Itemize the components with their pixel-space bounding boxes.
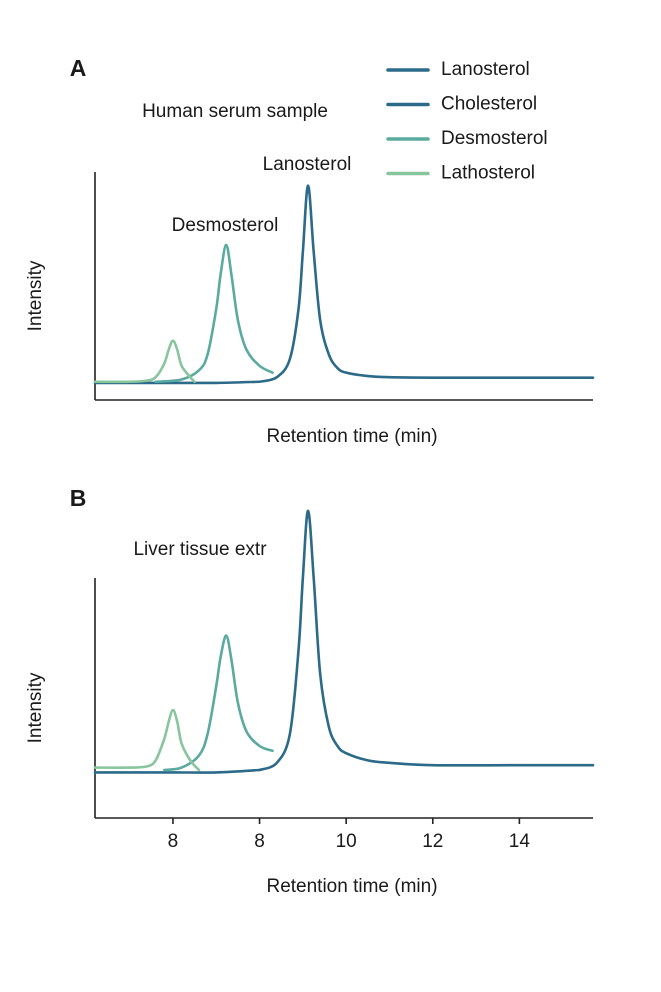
curve: [93, 768, 261, 774]
x-axis-label: Retention time (min): [266, 426, 437, 447]
curve: [162, 634, 274, 772]
panel-label: B: [70, 485, 87, 511]
peak-annotation: Desmosterol: [172, 215, 279, 236]
legend-label: Lanosterol: [441, 59, 530, 80]
panel-label: A: [70, 55, 87, 81]
x-axis-label: Retention time (min): [266, 876, 437, 897]
x-tick-label: 14: [509, 831, 531, 852]
x-tick-label: 10: [336, 831, 357, 852]
panel-subtitle: Liver tissue extr: [133, 539, 267, 560]
peak-annotation: Lanosterol: [263, 154, 352, 175]
panel-subtitle: Human serum sample: [142, 101, 328, 122]
x-tick-label: 8: [254, 831, 265, 852]
legend-label: Lathosterol: [441, 163, 535, 184]
y-axis-label: Intensity: [25, 260, 46, 331]
curve: [258, 184, 595, 384]
curve: [258, 509, 595, 772]
x-tick-label: 8: [168, 831, 179, 852]
x-tick-label: 12: [422, 831, 443, 852]
legend-label: Desmosterol: [441, 128, 548, 149]
curve: [93, 708, 201, 772]
curve: [93, 339, 196, 384]
legend-label: Cholesterol: [441, 94, 537, 115]
y-axis-label: Intensity: [25, 672, 46, 743]
curve: [154, 243, 274, 384]
